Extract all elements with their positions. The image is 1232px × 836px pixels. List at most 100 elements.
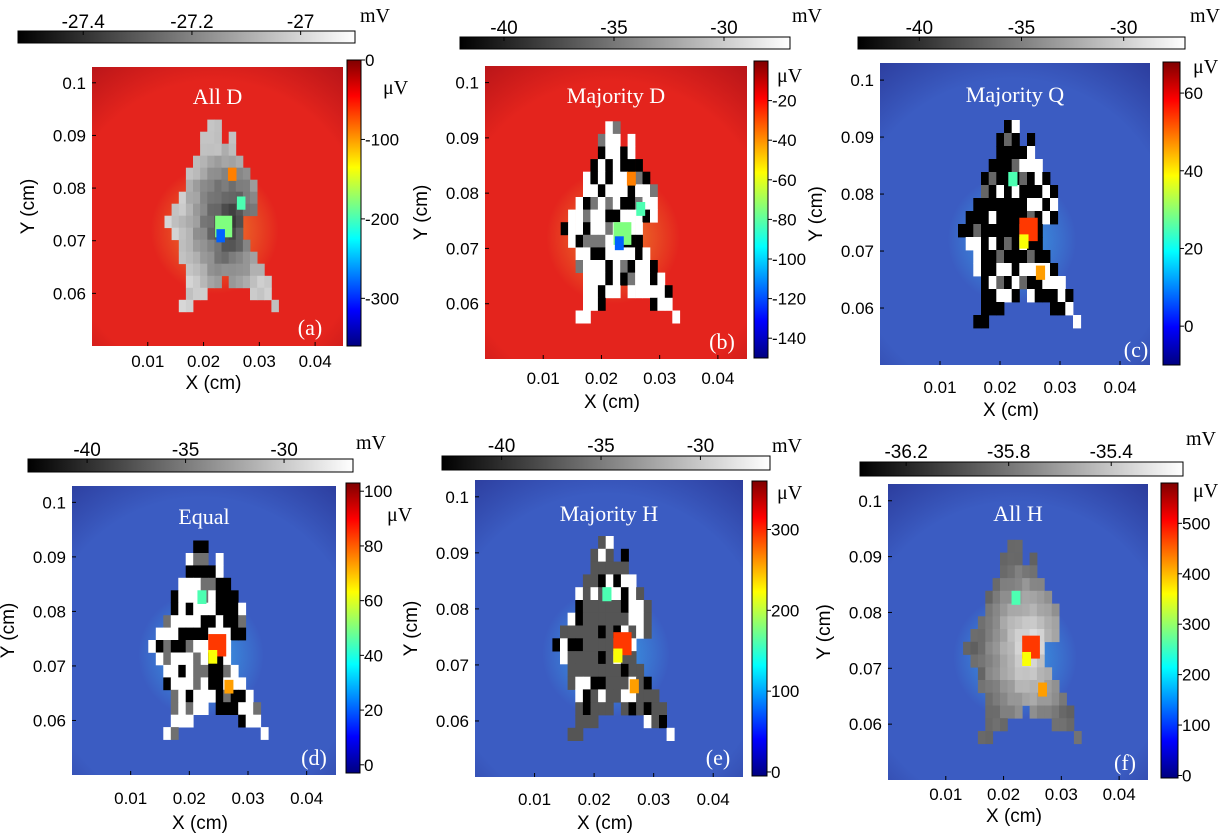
y-tick-label: 0.09	[436, 544, 469, 563]
tissue-cell	[981, 237, 990, 251]
tissue-cell	[250, 251, 258, 265]
tissue-cell	[590, 574, 599, 588]
tissue-cell	[207, 179, 215, 193]
tissue-cell	[605, 638, 614, 652]
tissue-cell	[221, 143, 229, 157]
tissue-cell	[1011, 198, 1020, 212]
y-tick-label: 0.08	[446, 184, 479, 203]
color-colorbar-tick-label: 60	[1184, 84, 1203, 103]
tissue-cell	[575, 663, 584, 678]
tissue-cell	[223, 615, 232, 628]
tissue-cell	[597, 297, 606, 311]
tissue-cell	[250, 179, 258, 193]
tissue-cell	[582, 663, 591, 678]
panel-letter: (e)	[706, 745, 730, 770]
tissue-cell	[228, 203, 237, 217]
tissue-cell	[1022, 692, 1030, 706]
tissue-cell	[208, 590, 217, 604]
grayscale-colorbar	[459, 36, 791, 50]
tissue-cell	[1019, 263, 1028, 277]
panel-title: All H	[993, 501, 1043, 526]
tissue-cell	[193, 191, 201, 205]
tissue-cell	[1042, 250, 1051, 264]
tissue-cell	[605, 260, 614, 273]
tissue-cell	[635, 184, 643, 198]
tissue-cell	[245, 689, 254, 703]
tissue-cell	[193, 640, 202, 653]
y-tick-label: 0.08	[33, 602, 66, 621]
tissue-cell	[228, 215, 237, 229]
tissue-cell	[200, 275, 208, 289]
tissue-cell	[207, 119, 215, 132]
tissue-cell	[214, 263, 222, 277]
tissue-cell	[245, 702, 254, 715]
y-tick-label: 0.1	[62, 74, 86, 93]
tissue-cell	[1019, 250, 1028, 264]
tissue-cell	[985, 718, 994, 732]
tissue-cell	[207, 191, 215, 205]
tissue-cell	[583, 310, 591, 324]
tissue-cell	[575, 587, 584, 601]
x-tick-label: 0.04	[1103, 378, 1136, 397]
tissue-cell	[575, 247, 584, 261]
tissue-cell	[613, 625, 622, 639]
tissue-cell	[178, 615, 187, 628]
tissue-cell	[223, 627, 232, 641]
tissue-cell	[1027, 263, 1036, 277]
color-colorbar-tick-label: 200	[1182, 666, 1210, 685]
color-colorbar	[753, 60, 769, 359]
tissue-cell	[985, 616, 994, 630]
tissue-cell	[635, 222, 643, 236]
tissue-cell	[1007, 616, 1016, 630]
tissue-cell	[643, 715, 652, 729]
tissue-cell	[568, 234, 576, 248]
tissue-cell	[977, 654, 986, 668]
tissue-cell	[1051, 680, 1060, 694]
tissue-cell	[988, 289, 997, 303]
tissue-cell	[185, 203, 194, 217]
tissue-cell	[1000, 641, 1008, 655]
tissue-cell	[620, 260, 628, 273]
tissue-cell	[164, 215, 172, 229]
tissue-cell	[242, 191, 251, 205]
tissue-cell	[200, 287, 208, 301]
y-tick-label: 0.09	[841, 128, 874, 147]
grayscale-colorbar-tick-label: -35.4	[1090, 442, 1134, 463]
x-tick-label: 0.03	[1043, 378, 1076, 397]
tissue-cell	[598, 651, 607, 665]
tissue-cell	[207, 203, 215, 217]
tissue-cell	[627, 272, 636, 286]
y-axis-label: Y (cm)	[806, 186, 827, 242]
y-tick-label: 0.09	[446, 129, 479, 148]
tissue-cell	[170, 702, 179, 715]
tissue-cell	[170, 652, 179, 666]
tissue-cell	[223, 602, 232, 616]
tissue-cell	[1007, 565, 1016, 579]
tissue-cell	[1059, 692, 1067, 706]
tissue-cell	[1029, 565, 1038, 579]
tissue-cell	[973, 198, 982, 212]
tissue-cell	[163, 727, 172, 740]
tissue-cell	[1036, 692, 1045, 706]
tissue-cell	[1000, 590, 1008, 604]
tissue-cell	[1044, 667, 1053, 681]
tissue-cell	[185, 299, 194, 313]
color-colorbar-tick-label: 100	[771, 682, 799, 701]
panel-title: All D	[193, 84, 243, 109]
tissue-cell	[207, 275, 215, 289]
activity-spot	[602, 587, 612, 602]
tissue-cell	[223, 577, 232, 591]
tissue-cell	[992, 616, 1001, 630]
panel-f: -36.2 -35.8 -35.4 mV All H (f) 0.01 0.02 0.03 0.0…	[814, 428, 1219, 827]
tissue-cell	[636, 702, 645, 716]
tissue-cell	[605, 171, 614, 185]
tissue-cell	[200, 577, 209, 591]
color-colorbar-unit: μV	[777, 482, 803, 504]
tissue-cell	[620, 548, 629, 562]
color-colorbar-tick-label: -60	[772, 171, 797, 190]
x-tick-label: 0.02	[987, 785, 1020, 804]
tissue-cell	[1042, 198, 1051, 212]
tissue-cell	[642, 260, 651, 273]
tissue-cell	[1011, 263, 1020, 277]
x-tick-label: 0.01	[929, 785, 962, 804]
